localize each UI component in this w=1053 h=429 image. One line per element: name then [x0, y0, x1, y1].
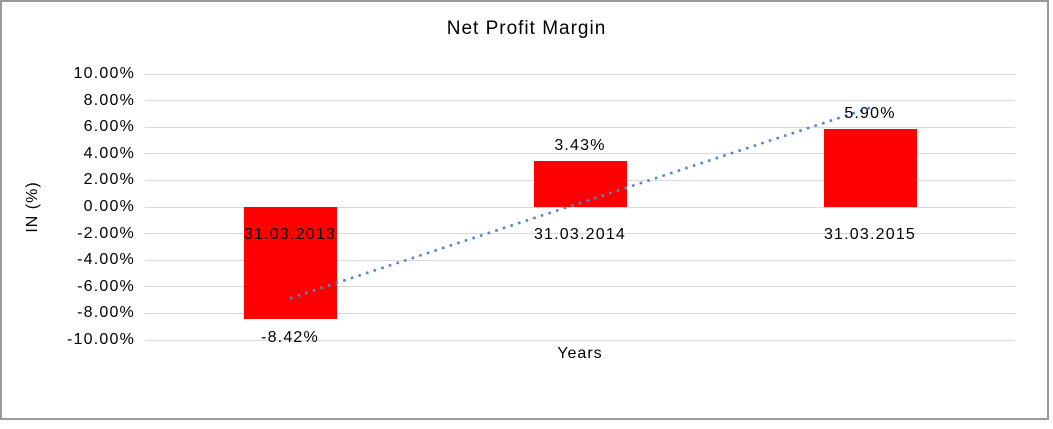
gridline: [145, 339, 1015, 341]
data-label: -8.42%: [261, 328, 319, 346]
x-axis-title: Years: [557, 345, 603, 362]
y-tick-label: 0.00%: [83, 198, 135, 215]
y-tick-label: -10.00%: [67, 331, 135, 348]
y-tick-label: -2.00%: [77, 224, 135, 242]
y-tick-label: -6.00%: [77, 277, 135, 295]
bar-31.03.2014: [533, 161, 627, 207]
y-tick-label: 4.00%: [83, 144, 135, 162]
data-label: 5.90%: [844, 104, 896, 122]
category-label: 31.03.2014: [533, 226, 627, 243]
y-tick-label: 8.00%: [83, 91, 135, 109]
bar-31.03.2015: [823, 128, 917, 207]
y-tick-label: 2.00%: [83, 171, 135, 189]
bar-31.03.2013: [243, 207, 337, 319]
chart-title: Net Profit Margin: [446, 18, 607, 39]
gridline: [145, 73, 1015, 75]
gridline: [145, 312, 1015, 314]
category-label: 31.03.2013: [243, 226, 337, 243]
data-label: 3.43%: [554, 137, 606, 155]
gridline: [145, 100, 1015, 102]
chart-frame: Net Profit Margin IN (%) Years 10.00% 8.0…: [0, 0, 1049, 420]
y-tick-label: 6.00%: [83, 118, 135, 136]
y-tick-label: -4.00%: [77, 251, 135, 269]
y-tick-label: -8.00%: [77, 304, 135, 322]
category-label: 31.03.2015: [823, 226, 917, 243]
y-tick-label: 10.00%: [73, 65, 135, 82]
